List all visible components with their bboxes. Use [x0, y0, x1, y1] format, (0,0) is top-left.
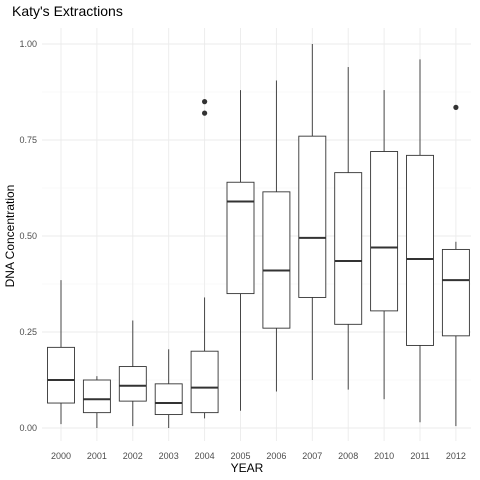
boxes [47, 44, 470, 428]
box-2003 [154, 349, 183, 428]
y-axis-title: DNA Concentration [3, 185, 17, 288]
box-iqr [298, 135, 327, 298]
box-2010 [370, 90, 399, 400]
y-tick-label: 0.00 [19, 423, 37, 433]
x-tick-label: 2008 [338, 451, 358, 461]
x-axis: 2000 2001 2002 2003 2004 2005 2006 2007 2008 2010… [51, 451, 466, 461]
box-2007 [298, 44, 327, 380]
outlier-point [202, 99, 208, 105]
x-tick-label: 2006 [266, 451, 286, 461]
box-iqr [82, 379, 111, 414]
x-tick-label: 2001 [87, 451, 107, 461]
box-iqr [406, 154, 434, 346]
y-tick-label: 0.75 [19, 135, 37, 145]
box-2002 [118, 320, 147, 427]
box-2005 [226, 90, 255, 411]
box-iqr [441, 248, 470, 337]
box-2008 [334, 67, 363, 390]
box-iqr [334, 172, 363, 325]
box-2001 [82, 376, 111, 428]
x-tick-label: 2007 [302, 451, 322, 461]
outlier-point [453, 104, 459, 110]
y-tick-label: 0.25 [19, 327, 37, 337]
x-tick-label: 2003 [159, 451, 179, 461]
x-axis-title: YEAR [231, 461, 264, 475]
box-2012 [441, 104, 470, 427]
box-iqr [370, 151, 399, 312]
x-tick-label: 2004 [195, 451, 215, 461]
x-tick-label: 2000 [51, 451, 71, 461]
box-2006 [262, 80, 291, 392]
box-iqr [118, 366, 147, 402]
x-tick-label: 2010 [374, 451, 394, 461]
box-2000 [47, 280, 75, 425]
box-2004 [190, 99, 219, 419]
box-iqr [226, 181, 255, 295]
x-tick-label: 2005 [230, 451, 250, 461]
box-iqr [262, 191, 291, 329]
x-tick-label: 2002 [123, 451, 143, 461]
y-tick-label: 1.00 [19, 39, 37, 49]
chart-title: Katy's Extractions [12, 3, 123, 19]
y-tick-label: 0.50 [19, 231, 37, 241]
box-2011 [406, 59, 434, 423]
outlier-point [202, 110, 208, 116]
box-iqr [190, 350, 219, 414]
x-tick-label: 2011 [410, 451, 429, 461]
y-axis: 0.00 0.25 0.50 0.75 1.00 [19, 39, 37, 433]
x-tick-label: 2012 [446, 451, 466, 461]
box-iqr [47, 346, 75, 404]
box-iqr [154, 383, 183, 416]
